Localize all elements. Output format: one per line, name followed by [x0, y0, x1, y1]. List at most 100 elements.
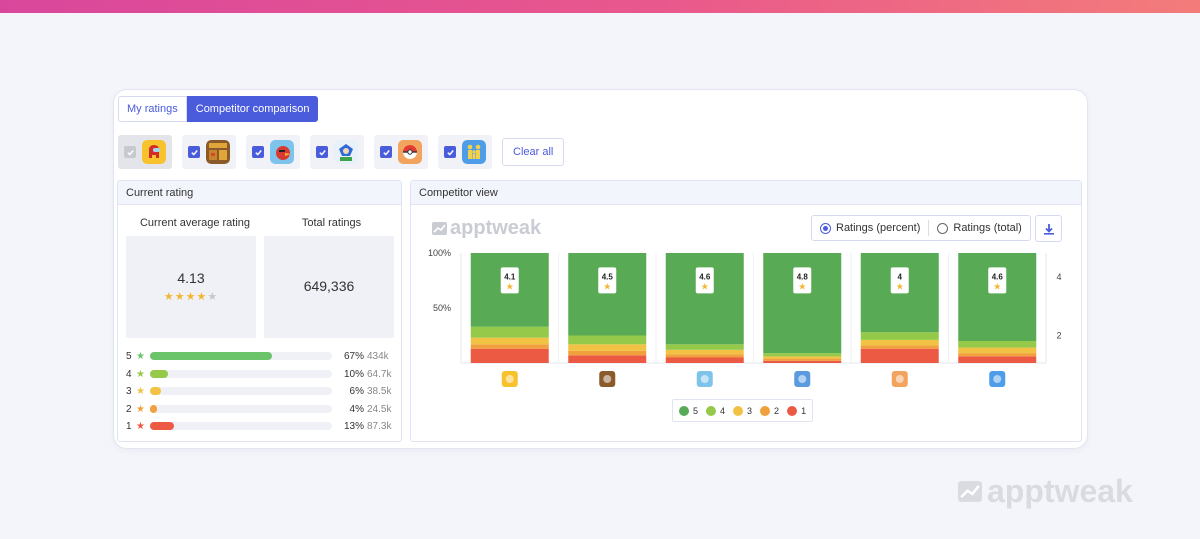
total-ratings-box: 649,336 — [264, 236, 394, 338]
bar-segment-4 — [665, 344, 744, 350]
rating-bar-track — [150, 422, 332, 430]
app-icon-detail — [603, 375, 612, 383]
checkbox-checked-icon[interactable] — [444, 146, 456, 158]
temple-run-app-icon — [206, 140, 230, 164]
legend-item-5[interactable]: 5 — [679, 405, 698, 416]
rating-bar-track — [150, 387, 332, 395]
star-icon: ★ — [136, 420, 145, 432]
radio-total-label[interactable]: Ratings (total) — [953, 222, 1022, 234]
app-chip-pokemon-go[interactable] — [374, 135, 428, 169]
bar-segment-3 — [860, 339, 939, 346]
star-icon: ★ — [136, 403, 145, 415]
legend-item-1[interactable]: 1 — [787, 405, 806, 416]
average-label: 4.5 — [602, 272, 614, 281]
legend-item-3[interactable]: 3 — [733, 405, 752, 416]
rating-bar-track — [150, 370, 332, 378]
rating-bar-fill — [150, 405, 158, 413]
current-average-label: Current average rating — [139, 217, 251, 229]
apptweak-logo-icon — [432, 222, 447, 235]
checkbox-checked-icon[interactable] — [124, 146, 136, 158]
app-chip-among-us[interactable] — [118, 135, 172, 169]
average-rating-box: 4.13 ★★★★★ — [126, 236, 256, 338]
star-icon: ★ — [136, 385, 145, 397]
apptweak-logo-text: apptweak — [450, 217, 542, 239]
among-us-app-icon — [142, 140, 166, 164]
bar-segment-4 — [763, 353, 842, 357]
bar-segment-2 — [665, 354, 744, 358]
app-icon-detail — [895, 375, 904, 383]
competitor-stacked-bar-chart: 100%50%424.1★4.5★4.6★4.8★4★4.6★ — [428, 248, 1062, 387]
bar-segment-2 — [860, 345, 939, 349]
star-icon: ★ — [506, 282, 514, 292]
bar-segment-1 — [763, 360, 842, 363]
app-chip-temple-run[interactable] — [182, 135, 236, 169]
average-label: 4.6 — [699, 272, 711, 281]
average-label-box — [500, 267, 519, 294]
rating-bar-track — [150, 352, 332, 360]
legend-item-2[interactable]: 2 — [760, 405, 779, 416]
bar-segment-3 — [958, 347, 1037, 354]
rating-row-3: 3 ★ 6% 38.5k — [126, 385, 392, 397]
average-label-box — [988, 267, 1007, 294]
app-chip-sonic[interactable] — [310, 135, 364, 169]
ratings-card: My ratings Competitor comparison Clear a… — [113, 89, 1088, 449]
y-tick-label-right: 4 — [1056, 272, 1061, 282]
bar-segment-2 — [568, 350, 647, 356]
checkbox-checked-icon[interactable] — [316, 146, 328, 158]
bar-segment-5 — [958, 253, 1037, 341]
apptweak-watermark-icon — [958, 481, 982, 502]
bar-segment-5 — [665, 253, 744, 345]
average-label-box — [793, 267, 812, 294]
bar-segment-2 — [470, 344, 549, 349]
bar-segment-1 — [470, 348, 549, 363]
checkbox-checked-icon[interactable] — [252, 146, 264, 158]
rating-row-1: 1 ★ 13% 87.3k — [126, 420, 392, 432]
y-tick-label-left: 100% — [428, 248, 451, 258]
star-icon: ★ — [603, 282, 611, 292]
bar-segment-4 — [958, 341, 1037, 348]
star-icon: ★ — [196, 291, 208, 303]
average-label: 4.8 — [797, 272, 809, 281]
star-icon: ★ — [163, 291, 175, 303]
tab-competitor-comparison[interactable]: Competitor comparison — [186, 96, 319, 122]
total-ratings-value: 649,336 — [303, 278, 355, 294]
top-gradient-bar — [0, 0, 1200, 13]
rating-bar-fill — [150, 370, 169, 378]
checkbox-checked-icon[interactable] — [188, 146, 200, 158]
ratings-mode-toggle: Ratings (percent) Ratings (total) — [811, 215, 1031, 241]
total-ratings-label: Total ratings — [301, 217, 362, 229]
average-label-box — [695, 267, 714, 294]
radio-percent[interactable] — [820, 222, 831, 234]
app-chip-angry-birds[interactable] — [246, 135, 300, 169]
star-icon: ★ — [136, 368, 145, 380]
chart-legend: 5 4 3 2 1 — [672, 399, 814, 422]
download-icon — [1043, 223, 1054, 235]
rating-bar-fill — [150, 387, 161, 395]
radio-percent-label[interactable]: Ratings (percent) — [836, 222, 921, 234]
bar-segment-2 — [763, 358, 842, 361]
bar-segment-2 — [958, 353, 1037, 357]
app-selector: Clear all — [118, 135, 565, 169]
app-icon-detail — [993, 375, 1002, 383]
tab-my-ratings[interactable]: My ratings — [118, 96, 187, 122]
star-icon: ★ — [174, 291, 186, 303]
bar-segment-3 — [665, 349, 744, 355]
clear-all-button[interactable]: Clear all — [502, 138, 565, 166]
app-icon-detail — [505, 375, 514, 383]
bar-segment-4 — [568, 335, 647, 345]
y-tick-label-left: 50% — [433, 303, 451, 313]
checkbox-checked-icon[interactable] — [380, 146, 392, 158]
average-label-box — [890, 267, 909, 294]
apptweak-logo: apptweak — [432, 217, 541, 240]
bar-segment-5 — [568, 253, 647, 336]
star-icon: ★ — [185, 291, 197, 303]
current-rating-panel: Current rating Current average rating To… — [117, 180, 402, 442]
sonic-app-icon — [334, 140, 358, 164]
download-button[interactable] — [1035, 215, 1062, 242]
bar-segment-3 — [470, 337, 549, 345]
legend-item-4[interactable]: 4 — [706, 405, 725, 416]
radio-total[interactable] — [937, 222, 949, 234]
bar-segment-1 — [665, 357, 744, 363]
app-chip-family[interactable] — [438, 135, 492, 169]
average-label-box — [598, 267, 617, 294]
